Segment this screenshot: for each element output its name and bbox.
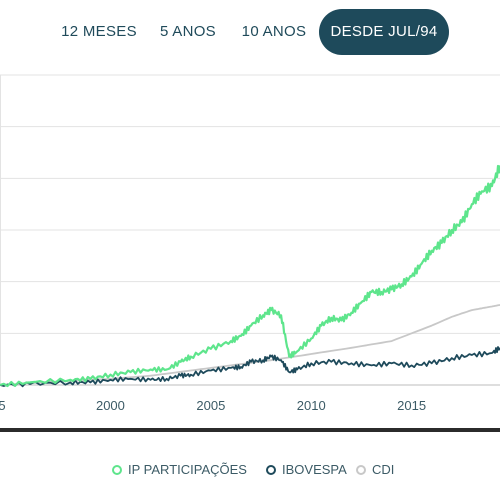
series-line-ip-participa-es (0, 164, 500, 388)
series-line-ibovespa (0, 346, 500, 388)
period-tabs: 12 MESES 5 ANOS 10 ANOS DESDE JUL/94 (0, 9, 500, 55)
legend-item-ip[interactable]: IP PARTICIPAÇÕES (112, 462, 247, 477)
tab-desde-jul-94[interactable]: DESDE JUL/94 (319, 9, 449, 55)
x-tick-label: 2005 (196, 398, 225, 413)
tab-10-anos[interactable]: 10 ANOS (241, 23, 307, 40)
legend-label-cdi: CDI (372, 462, 395, 477)
x-tick-label: 2015 (397, 398, 426, 413)
bottom-divider (0, 428, 500, 432)
legend-label-ip: IP PARTICIPAÇÕES (128, 462, 247, 477)
tab-5-anos[interactable]: 5 ANOS (160, 23, 216, 40)
legend-item-ibovespa[interactable]: IBOVESPA (266, 462, 347, 477)
x-tick-label: 2010 (297, 398, 326, 413)
legend-dot-ip-icon (112, 464, 122, 475)
x-tick-label: 2000 (96, 398, 125, 413)
x-tick-label: 5 (0, 398, 6, 413)
legend-dot-ibovespa-icon (266, 464, 276, 475)
legend-item-cdi[interactable]: CDI (356, 462, 394, 477)
series-line-cdi (0, 304, 500, 386)
legend-label-ibovespa: IBOVESPA (282, 462, 347, 477)
legend-dot-cdi-icon (356, 464, 366, 475)
chart-legend: IP PARTICIPAÇÕES IBOVESPA CDI (0, 462, 500, 484)
tab-12-meses[interactable]: 12 MESES (61, 23, 137, 40)
